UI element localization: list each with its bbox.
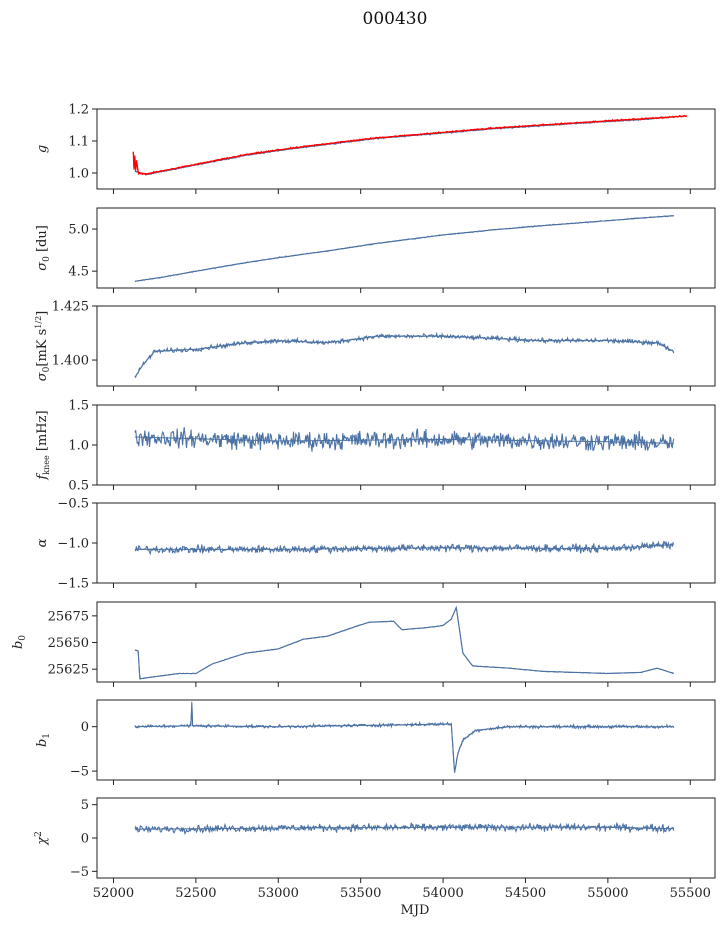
ytick-label: −0.5: [57, 497, 89, 512]
ylabel: α: [35, 538, 50, 547]
series-anchor-3-1: [134, 335, 675, 378]
series-line-4-1: [134, 427, 675, 452]
xtick-label: 53000: [258, 886, 299, 901]
ylabel: σ0 [du]: [35, 225, 52, 271]
ytick-label: 1.1: [68, 135, 89, 150]
ytick-label: 0: [81, 720, 89, 735]
axes-frame: [96, 207, 716, 289]
ytick-label: −5: [70, 765, 89, 780]
subplot-8: −5 0 5 52000 52500 53000 53500 54000 54500 55000 5…: [34, 797, 716, 918]
axes-frame: [96, 305, 716, 387]
ytick-label: 25625: [48, 663, 89, 678]
ytick-label: 5: [81, 798, 89, 813]
ytick-label: 0.5: [68, 479, 89, 494]
ytick-label: 1.2: [68, 103, 89, 118]
axes-frame: [96, 502, 716, 584]
series-line-6-1: [134, 606, 674, 680]
series-anchor-1-2: [132, 115, 688, 175]
series-anchor-1-1: [134, 116, 674, 176]
subplot-7: −5 0 b1: [35, 699, 716, 785]
ytick-label: −1.0: [57, 537, 89, 552]
series-line-5-1: [134, 540, 675, 556]
ylabel: fknee [mHz]: [35, 410, 51, 480]
ytick-label: 0: [81, 832, 89, 847]
series-anchor-4-1: [134, 436, 674, 444]
subplot-5: −1.5 −1.0 −0.5 α: [35, 497, 716, 592]
xtick-label: 54500: [505, 886, 546, 901]
ylabel: g: [35, 145, 50, 153]
ytick-label: 1.425: [52, 300, 89, 315]
series-line-1-2: [132, 114, 687, 176]
ytick-label: 5.0: [68, 223, 89, 238]
ytick-label: 25675: [48, 609, 89, 624]
ylabel: χ2: [34, 831, 50, 846]
series-line-2-1: [134, 214, 675, 282]
ylabel: b1: [35, 733, 52, 747]
axes-frame: [96, 601, 716, 683]
series-anchor-7-1: [134, 701, 674, 773]
ytick-label: 4.5: [68, 265, 89, 280]
xtick-label: 54000: [422, 886, 463, 901]
ylabel: σ0[mK s1/2]: [34, 311, 52, 381]
ylabel: b0: [11, 635, 28, 649]
ytick-label: 1.0: [68, 167, 89, 182]
xtick-label: 55500: [670, 886, 711, 901]
ytick-label: 1.0: [68, 439, 89, 454]
xtick-label: 55000: [587, 886, 628, 901]
subplot-6: 25625 25650 25675 b0: [11, 601, 716, 687]
subplot-2: 4.5 5.0 σ0 [du]: [35, 207, 716, 293]
ytick-label: 25650: [48, 636, 89, 651]
axes-frame: [96, 699, 716, 781]
xtick-label: 52500: [175, 886, 216, 901]
series-anchor-5-1: [134, 544, 674, 550]
xtick-label: 53500: [340, 886, 381, 901]
subplot-4: 0.5 1.0 1.5 fknee [mHz]: [35, 399, 716, 494]
series-anchor-8-1: [134, 826, 674, 830]
ytick-label: −5: [70, 865, 89, 880]
axes-frame: [96, 797, 716, 879]
axes-frame: [96, 108, 716, 190]
series-line-7-1: [134, 704, 675, 771]
xlabel: MJD: [401, 903, 430, 918]
ytick-label: −1.5: [57, 577, 89, 592]
ytick-label: 1.5: [68, 399, 89, 414]
xtick-label: 52000: [93, 886, 134, 901]
subplot-1: 1.0 1.1 1.2 g: [35, 103, 716, 194]
series-anchor-2-1: [134, 215, 674, 282]
figure-title: 000430: [363, 9, 428, 29]
series-anchor-6-1: [134, 605, 674, 680]
series-line-1-1: [134, 115, 674, 176]
ytick-label: 1.400: [52, 354, 89, 369]
series-line-8-1: [134, 821, 675, 836]
